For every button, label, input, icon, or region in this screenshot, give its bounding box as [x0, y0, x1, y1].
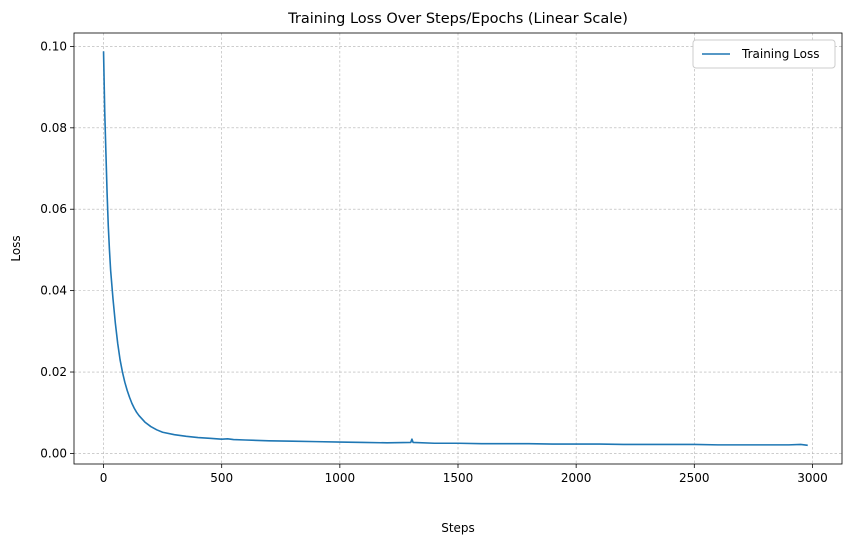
x-axis-label: Steps: [441, 521, 475, 535]
y-axis-ticks: 0.00 0.02 0.04 0.06 0.08 0.10: [40, 39, 74, 460]
x-tick-label: 500: [210, 471, 233, 485]
chart-title: Training Loss Over Steps/Epochs (Linear …: [287, 11, 628, 27]
legend-label-training-loss: Training Loss: [741, 47, 819, 61]
x-tick-label: 1000: [325, 471, 356, 485]
legend-box: [692, 39, 836, 69]
y-tick-label: 0.06: [40, 202, 67, 216]
x-tick-label: 3000: [797, 471, 828, 485]
x-tick-label: 2500: [679, 471, 710, 485]
y-tick-label: 0.04: [40, 284, 67, 298]
y-tick-label: 0.02: [40, 365, 67, 379]
y-tick-label: 0.00: [40, 446, 67, 460]
y-tick-label: 0.10: [40, 39, 67, 53]
y-axis-label: Loss: [9, 235, 23, 261]
x-tick-label: 2000: [561, 471, 592, 485]
legend: Training Loss: [692, 39, 836, 69]
series-line-training-loss: [102, 51, 808, 447]
grid-lines: [74, 33, 842, 464]
x-tick-label: 1500: [443, 471, 474, 485]
y-tick-label: 0.08: [40, 121, 67, 135]
x-tick-label: 0: [100, 471, 108, 485]
series-layer: [102, 51, 808, 447]
x-axis-ticks: 0 500 1000 1500 2000 2500 3000: [100, 464, 828, 485]
